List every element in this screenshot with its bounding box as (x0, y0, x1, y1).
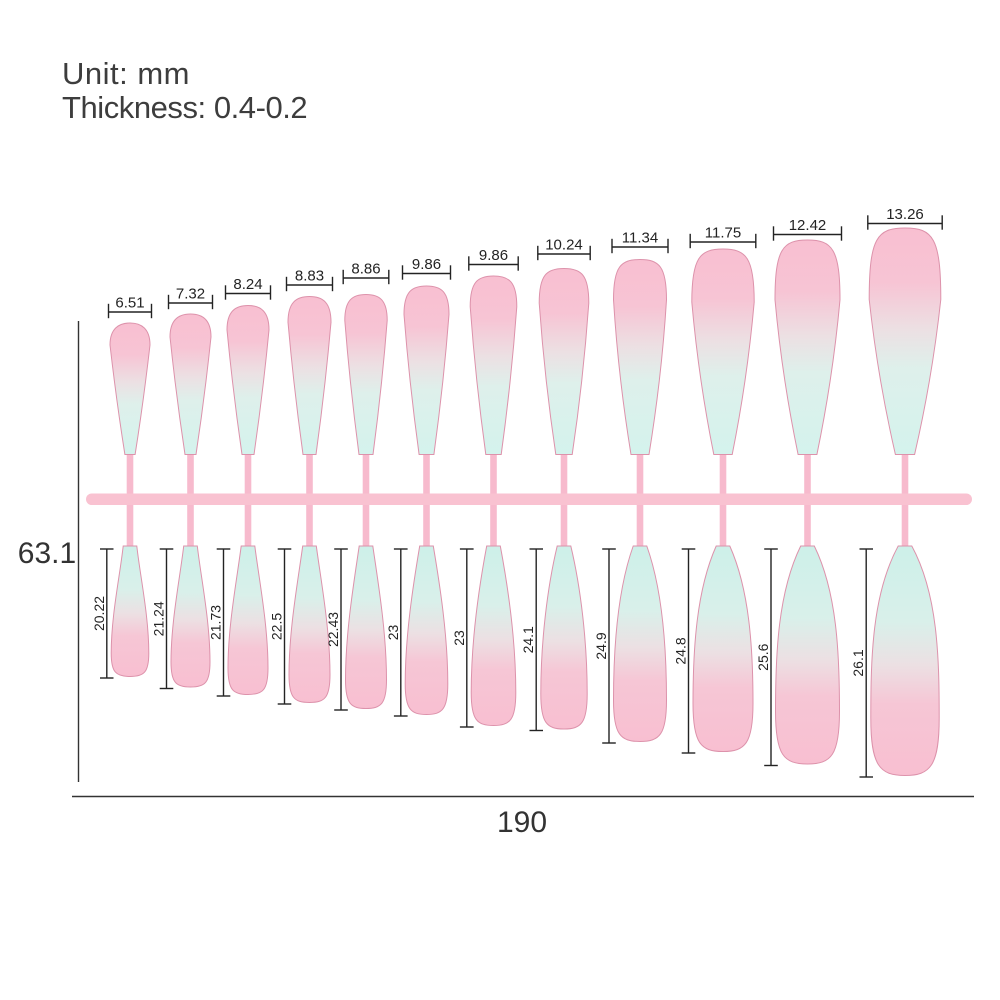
svg-text:63.1: 63.1 (18, 537, 76, 570)
svg-text:Unit: mm: Unit: mm (62, 56, 190, 91)
svg-text:7.32: 7.32 (176, 286, 205, 303)
svg-text:21.73: 21.73 (208, 605, 224, 640)
svg-text:24.1: 24.1 (520, 626, 536, 653)
svg-text:8.83: 8.83 (295, 268, 324, 285)
svg-text:21.24: 21.24 (151, 601, 167, 636)
svg-text:8.86: 8.86 (351, 261, 380, 278)
svg-text:12.42: 12.42 (789, 217, 827, 234)
svg-text:10.24: 10.24 (545, 237, 583, 254)
svg-text:22.5: 22.5 (269, 613, 285, 640)
svg-text:13.26: 13.26 (886, 206, 924, 223)
svg-text:23: 23 (385, 625, 401, 641)
svg-text:11.34: 11.34 (622, 230, 658, 247)
svg-text:8.24: 8.24 (233, 276, 262, 293)
svg-text:Thickness: 0.4-0.2: Thickness: 0.4-0.2 (62, 90, 307, 125)
svg-text:24.9: 24.9 (593, 632, 609, 659)
svg-text:24.8: 24.8 (673, 637, 689, 664)
svg-text:20.22: 20.22 (91, 596, 107, 631)
svg-text:9.86: 9.86 (412, 256, 441, 273)
svg-text:25.6: 25.6 (755, 643, 771, 670)
svg-text:11.75: 11.75 (705, 225, 741, 242)
svg-text:6.51: 6.51 (115, 295, 144, 312)
svg-text:23: 23 (451, 630, 467, 646)
svg-text:190: 190 (497, 806, 547, 839)
svg-text:26.1: 26.1 (850, 649, 866, 676)
svg-text:22.43: 22.43 (325, 612, 341, 647)
svg-text:9.86: 9.86 (479, 247, 508, 264)
